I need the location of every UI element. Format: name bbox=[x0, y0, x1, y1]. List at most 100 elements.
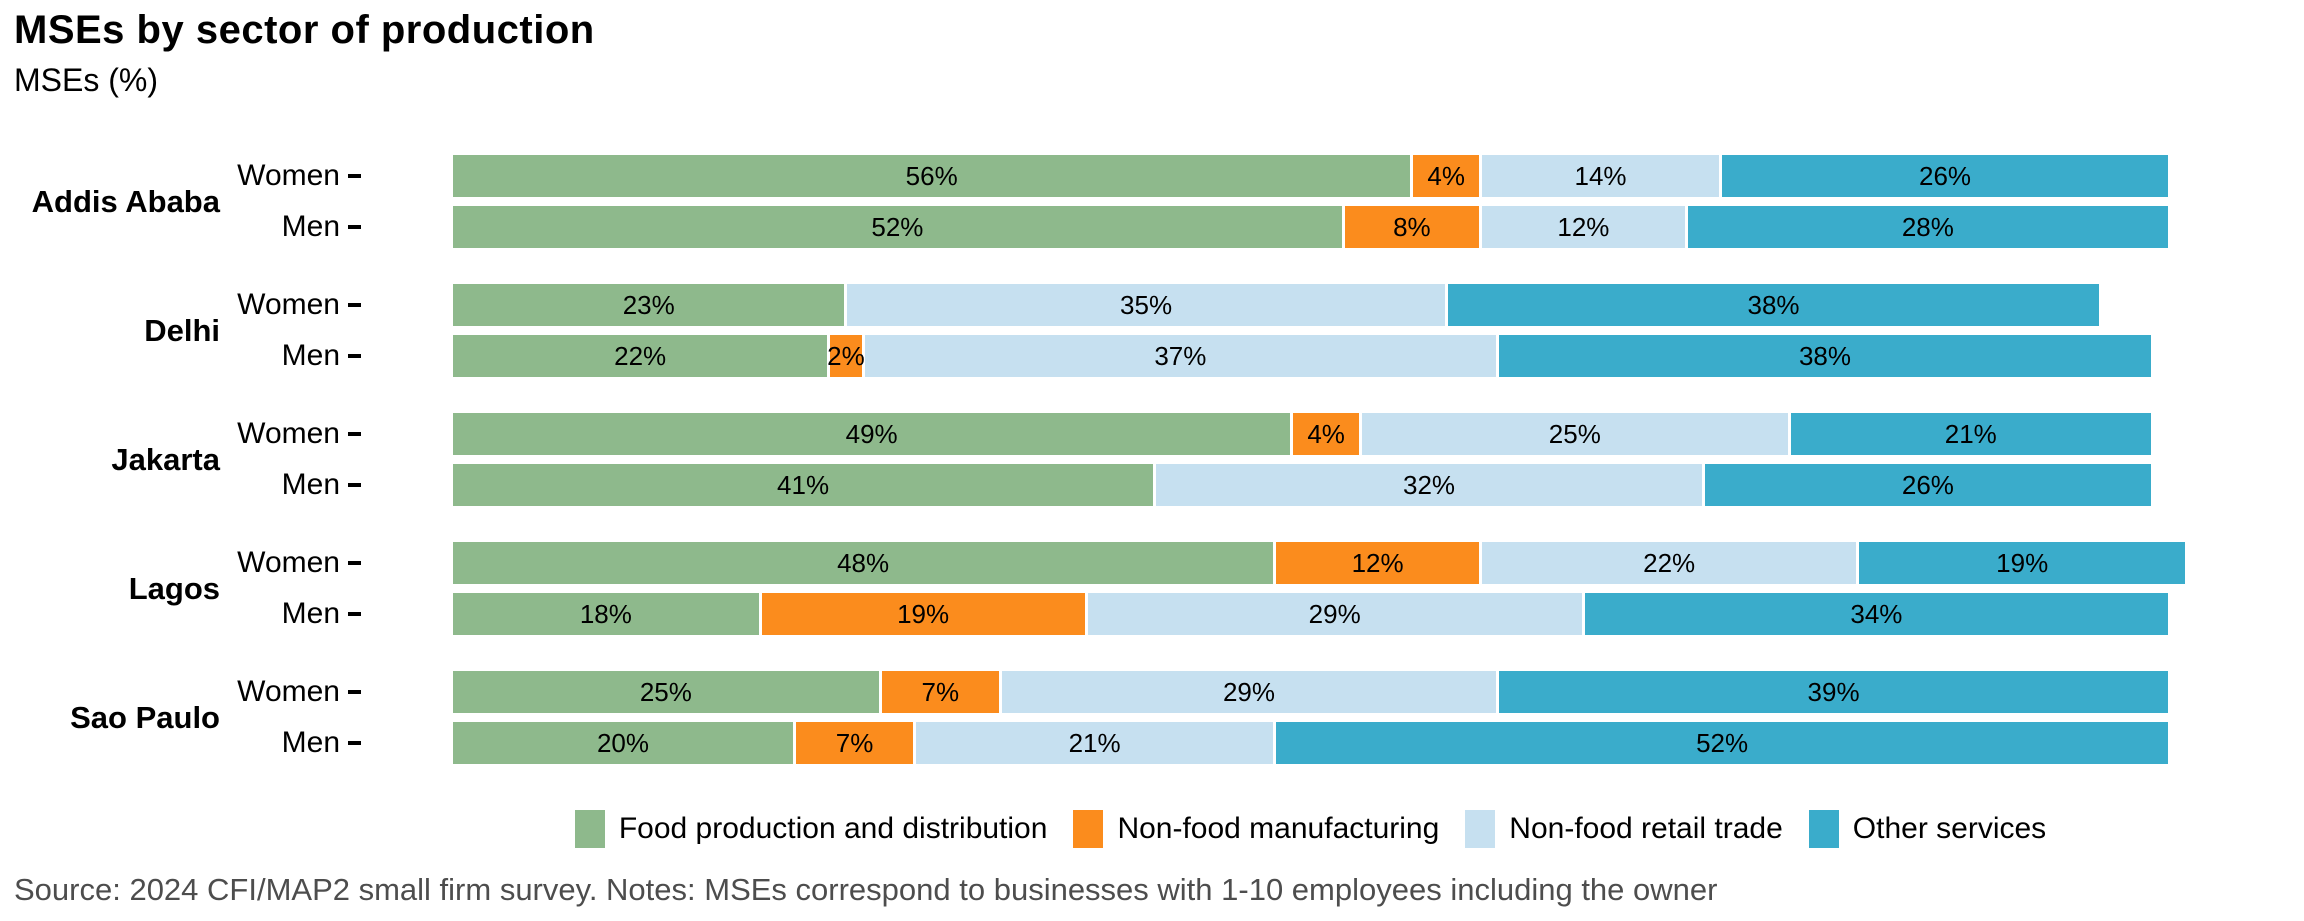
segment-other-services: 39% bbox=[1499, 671, 2168, 713]
gender-label: Women bbox=[237, 546, 340, 579]
bar-row-addis-ababa-men: Men 52% 8% 12% 28% bbox=[0, 206, 2304, 248]
legend-label: Non-food manufacturing bbox=[1117, 812, 1440, 845]
gender-label: Women bbox=[237, 675, 340, 708]
chart-title: MSEs by sector of production bbox=[14, 8, 595, 52]
axis-tick-icon bbox=[348, 690, 361, 694]
segment-non-food-manufacturing: 12% bbox=[1276, 542, 1482, 584]
city-label: Delhi bbox=[144, 312, 220, 348]
segment-food-production-and-distribution: 41% bbox=[453, 464, 1157, 506]
legend-item-nonfood-manufacturing: Non-food manufacturing bbox=[1073, 810, 1439, 848]
segment-value-label: 22% bbox=[614, 340, 667, 371]
bar-track: 52% 8% 12% 28% bbox=[453, 206, 2168, 248]
segment-food-production-and-distribution: 25% bbox=[453, 671, 882, 713]
axis-tick-icon bbox=[348, 303, 361, 307]
bar-track: 22% 2% 37% 38% bbox=[453, 335, 2168, 377]
segment-value-label: 26% bbox=[1919, 160, 1972, 191]
segment-value-label: 8% bbox=[1393, 211, 1431, 242]
segment-value-label: 52% bbox=[871, 211, 924, 242]
gender-label: Women bbox=[237, 159, 340, 192]
bar-row-addis-ababa-women: Women 56% 4% 14% 26% bbox=[0, 155, 2304, 197]
bar-track: 49% 4% 25% 21% bbox=[453, 413, 2168, 455]
axis-tick-icon bbox=[348, 432, 361, 436]
bar-track: 56% 4% 14% 26% bbox=[453, 155, 2168, 197]
gender-label: Men bbox=[281, 597, 340, 630]
city-group-delhi: Delhi Women 23% 35% 38% Men 22% 2% 37% 38% bbox=[0, 284, 2304, 377]
segment-food-production-and-distribution: 56% bbox=[453, 155, 1414, 197]
segment-value-label: 25% bbox=[639, 676, 692, 707]
segment-value-label: 29% bbox=[1222, 676, 1275, 707]
segment-value-label: 39% bbox=[1807, 676, 1860, 707]
city-group-sao-paulo: Sao Paulo Women 25% 7% 29% 39% Men 20% 7% 21% 52% bbox=[0, 671, 2304, 764]
segment-other-services: 38% bbox=[1447, 284, 2100, 326]
segment-food-production-and-distribution: 52% bbox=[453, 206, 1345, 248]
axis-tick-icon bbox=[348, 561, 361, 565]
segment-value-label: 56% bbox=[905, 160, 958, 191]
segment-non-food-retail-trade: 37% bbox=[864, 335, 1500, 377]
segment-value-label: 38% bbox=[1747, 289, 1800, 320]
legend-label: Non-food retail trade bbox=[1509, 812, 1783, 845]
legend-swatch-icon bbox=[1808, 810, 1839, 848]
segment-value-label: 20% bbox=[596, 727, 650, 758]
segment-other-services: 26% bbox=[1722, 155, 2168, 197]
segment-non-food-manufacturing: 7% bbox=[881, 671, 1002, 713]
segment-non-food-retail-trade: 21% bbox=[916, 722, 1277, 764]
segment-food-production-and-distribution: 49% bbox=[453, 413, 1294, 455]
city-label: Addis Ababa bbox=[31, 183, 220, 219]
segment-value-label: 19% bbox=[1996, 547, 2049, 578]
segment-value-label: 38% bbox=[1798, 340, 1851, 371]
bar-row-jakarta-men: Men 41% 32% 26% bbox=[0, 464, 2304, 506]
city-group-lagos: Lagos Women 48% 12% 22% 19% Men 18% 19% 29% 34% bbox=[0, 542, 2304, 635]
gender-label: Men bbox=[281, 468, 340, 501]
source-note: Source: 2024 CFI/MAP2 small firm survey.… bbox=[14, 872, 1718, 907]
bar-track: 48% 12% 22% 19% bbox=[453, 542, 2186, 584]
segment-non-food-retail-trade: 25% bbox=[1361, 413, 1791, 455]
legend-label: Food production and distribution bbox=[618, 812, 1048, 845]
segment-other-services: 28% bbox=[1687, 206, 2168, 248]
bar-row-lagos-women: Women 48% 12% 22% 19% bbox=[0, 542, 2304, 584]
bar-track: 41% 32% 26% bbox=[453, 464, 2168, 506]
axis-tick-icon bbox=[348, 225, 361, 229]
segment-food-production-and-distribution: 23% bbox=[453, 284, 848, 326]
legend-label: Other services bbox=[1852, 812, 2047, 845]
segment-value-label: 52% bbox=[1696, 727, 1749, 758]
bar-row-sao-paulo-men: Men 20% 7% 21% 52% bbox=[0, 722, 2304, 764]
segment-value-label: 4% bbox=[1427, 160, 1465, 191]
segment-value-label: 35% bbox=[1120, 289, 1173, 320]
segment-value-label: 18% bbox=[579, 598, 632, 629]
city-group-addis-ababa: Addis Ababa Women 56% 4% 14% 26% Men 52% 8% 12% 28… bbox=[0, 155, 2304, 248]
bar-track: 20% 7% 21% 52% bbox=[453, 722, 2168, 764]
segment-value-label: 4% bbox=[1307, 418, 1345, 449]
segment-value-label: 34% bbox=[1850, 598, 1903, 629]
segment-non-food-manufacturing: 7% bbox=[796, 722, 917, 764]
bar-row-sao-paulo-women: Women 25% 7% 29% 39% bbox=[0, 671, 2304, 713]
bar-track: 23% 35% 38% bbox=[453, 284, 2168, 326]
segment-non-food-retail-trade: 14% bbox=[1481, 155, 1723, 197]
segment-value-label: 48% bbox=[837, 547, 890, 578]
segment-value-label: 41% bbox=[777, 469, 830, 500]
gender-label: Men bbox=[281, 339, 340, 372]
segment-other-services: 52% bbox=[1276, 722, 2168, 764]
segment-value-label: 21% bbox=[1068, 727, 1121, 758]
legend-item-food-production: Food production and distribution bbox=[574, 810, 1048, 848]
chart-subtitle: MSEs (%) bbox=[14, 62, 158, 98]
segment-value-label: 26% bbox=[1901, 469, 1954, 500]
segment-value-label: 23% bbox=[622, 289, 675, 320]
segment-value-label: 37% bbox=[1154, 340, 1207, 371]
segment-value-label: 7% bbox=[921, 676, 960, 707]
legend-swatch-icon bbox=[1073, 810, 1104, 848]
segment-non-food-retail-trade: 35% bbox=[847, 284, 1448, 326]
legend-swatch-icon bbox=[1465, 810, 1496, 848]
segment-value-label: 28% bbox=[1901, 211, 1954, 242]
city-label: Lagos bbox=[128, 570, 220, 606]
segment-value-label: 12% bbox=[1557, 211, 1610, 242]
segment-other-services: 19% bbox=[1859, 542, 2186, 584]
city-label: Sao Paulo bbox=[70, 699, 220, 735]
segment-other-services: 38% bbox=[1499, 335, 2151, 377]
segment-food-production-and-distribution: 48% bbox=[453, 542, 1277, 584]
bar-row-jakarta-women: Women 49% 4% 25% 21% bbox=[0, 413, 2304, 455]
stacked-bar-chart: Addis Ababa Women 56% 4% 14% 26% Men 52% 8% 12% 28… bbox=[0, 155, 2304, 764]
segment-non-food-manufacturing: 8% bbox=[1344, 206, 1482, 248]
legend-item-other-services: Other services bbox=[1808, 810, 2047, 848]
segment-value-label: 14% bbox=[1574, 160, 1627, 191]
bar-track: 25% 7% 29% 39% bbox=[453, 671, 2168, 713]
